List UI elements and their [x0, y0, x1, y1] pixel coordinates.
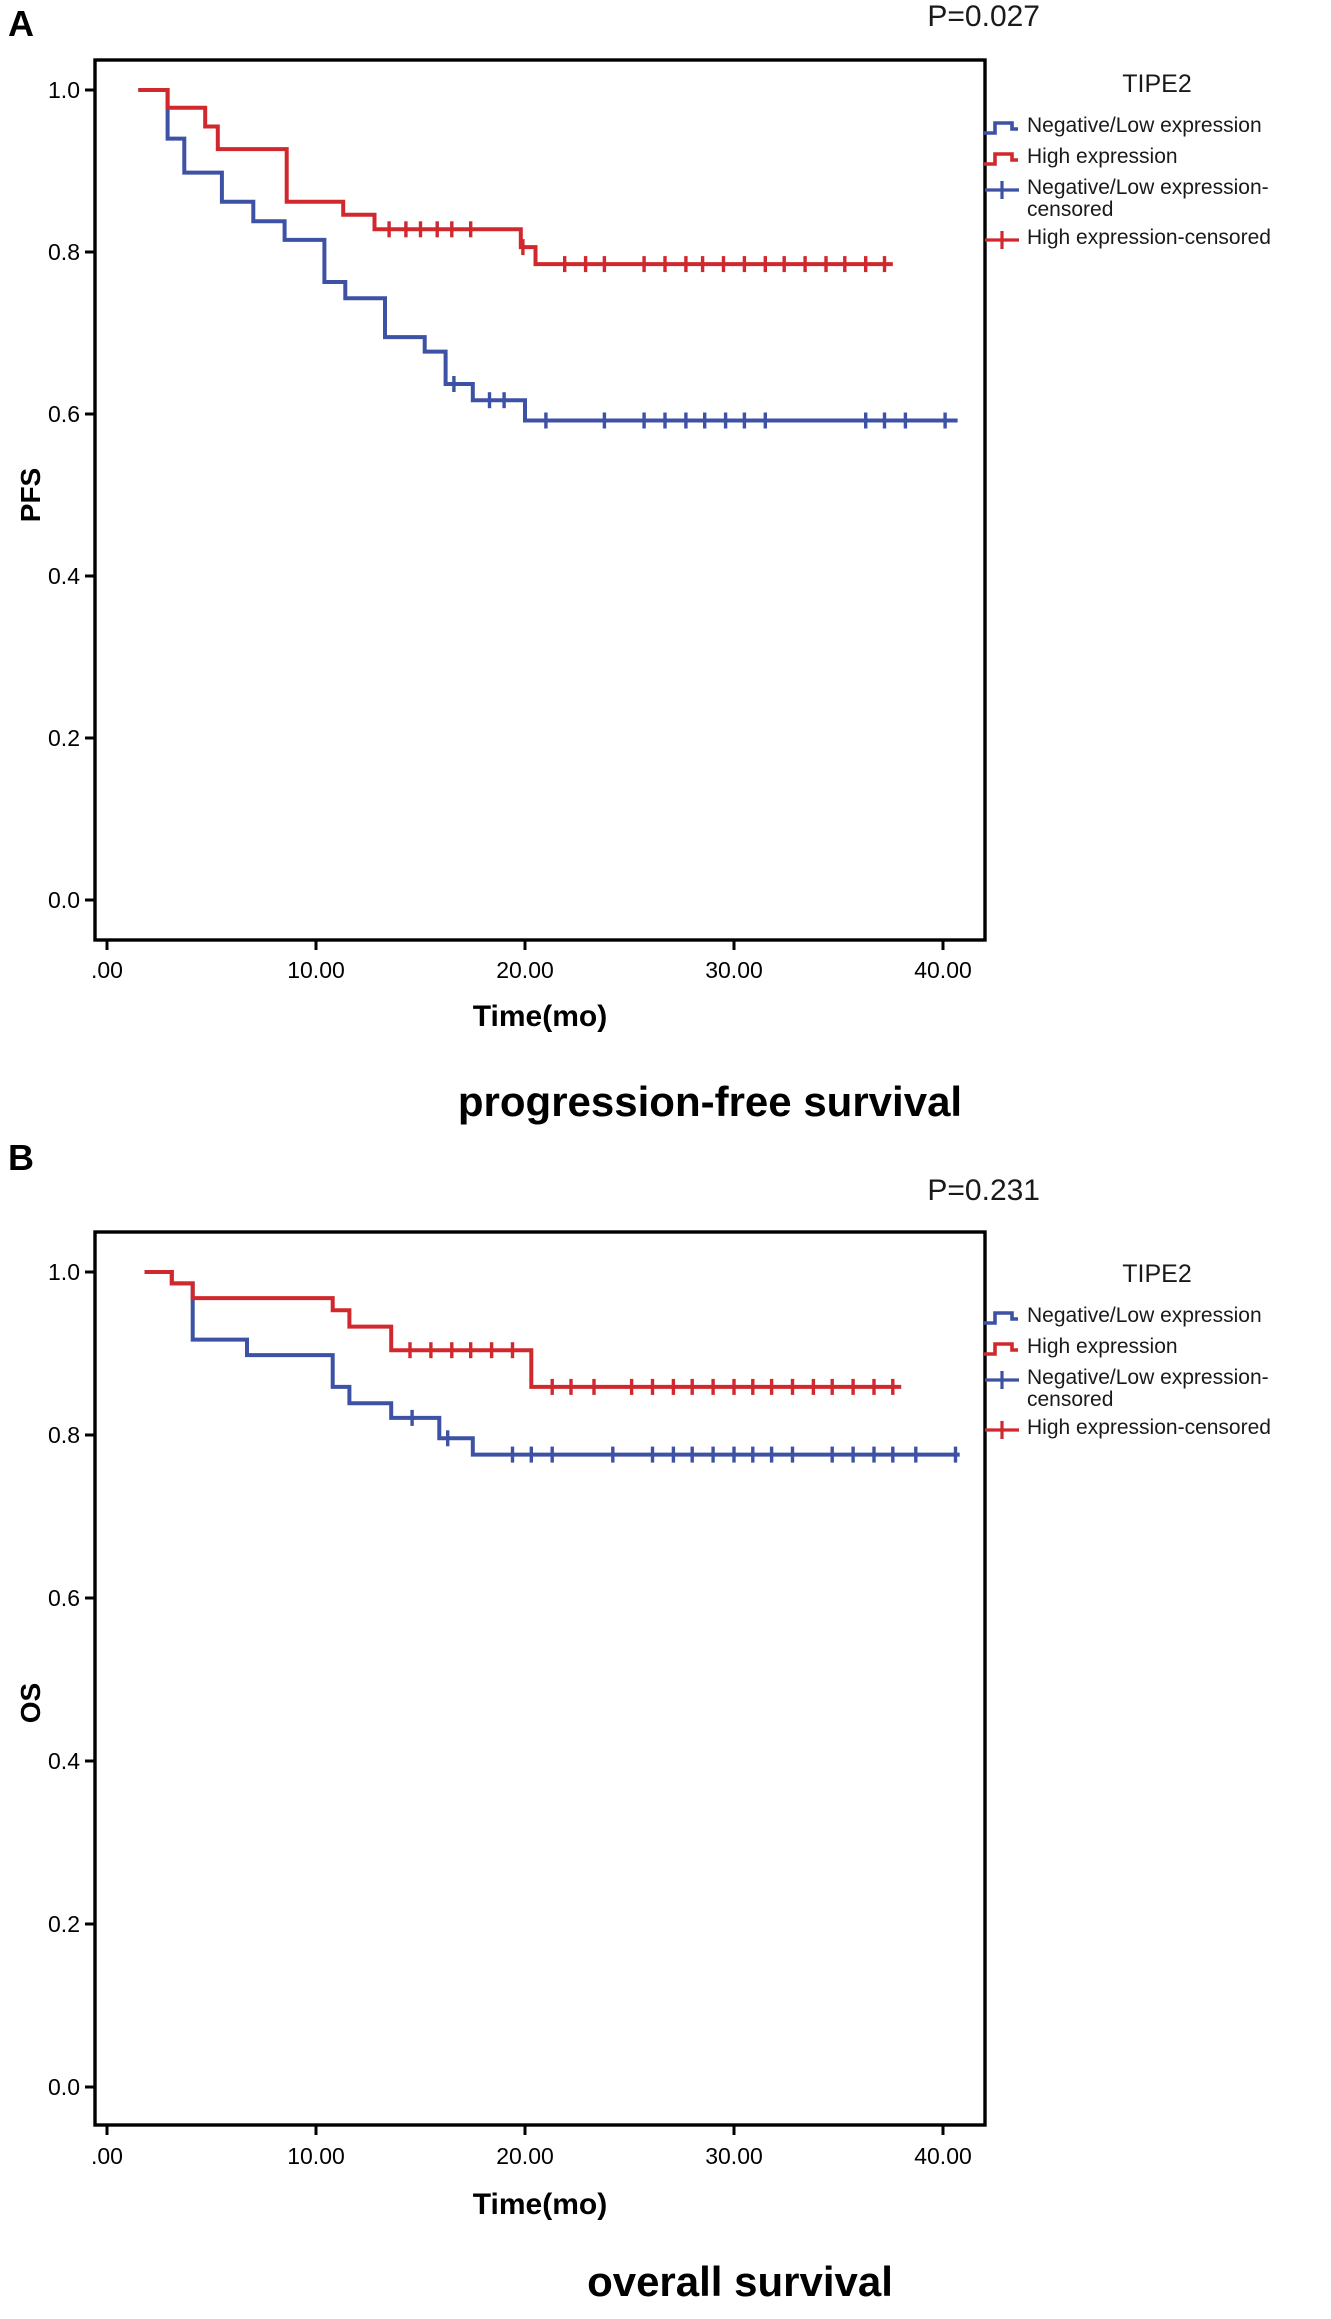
legend-item-label: High expression-censored	[1027, 1416, 1271, 1440]
y-tick-label: 0.4	[48, 1748, 80, 1774]
plot-border	[93, 58, 987, 942]
y-tick-label: 0.6	[48, 1585, 80, 1611]
censored-plus-sample-icon	[985, 181, 1019, 199]
legend-item-label: Negative/Low expression-censored	[1027, 176, 1269, 222]
legend-item-negative-low-censored: Negative/Low expression-censored	[983, 176, 1331, 222]
y-tick-label: 0.8	[48, 239, 80, 265]
os-y-axis-label: OS	[15, 1682, 46, 1724]
legend-item-negative-low: Negative/Low expression	[983, 114, 1331, 140]
x-tick-label: 10.00	[287, 2143, 345, 2169]
pfs-chart: 1.0 0.8 0.6 0.4 0.2 0.0 .00 10.00 20.00 30.00 40.0…	[48, 58, 987, 983]
x-tick-label: 20.00	[496, 2143, 554, 2169]
y-tick-label: 0.2	[48, 725, 80, 751]
y-tick-label: 0.2	[48, 1911, 80, 1937]
legend-item-negative-low-censored: Negative/Low expression-censored	[983, 1366, 1331, 1412]
legend-item-high-censored: High expression-censored	[983, 1417, 1331, 1442]
censored-plus-sample-icon	[985, 1421, 1019, 1440]
legend-item-high-censored: High expression-censored	[983, 227, 1331, 252]
y-tick-label: 1.0	[48, 77, 80, 103]
os-caption: overall survival	[587, 2258, 893, 2305]
censored-plus-sample-icon	[985, 231, 1019, 250]
y-tick-label: 0.8	[48, 1422, 80, 1448]
y-tick-label: 0.6	[48, 401, 80, 427]
legend-item-label: High expression	[1027, 145, 1178, 168]
os-p-value: P=0.231	[927, 1174, 1040, 1207]
legend-item-high: High expression	[983, 1335, 1331, 1361]
y-tick-label: 0.0	[48, 2074, 80, 2100]
legend-item-label: High expression-censored	[1027, 226, 1271, 250]
x-tick-label: 10.00	[287, 957, 345, 983]
panel-b-label: B	[8, 1137, 34, 1178]
legend-item-label: Negative/Low expression	[1027, 114, 1262, 137]
os-chart: 1.0 0.8 0.6 0.4 0.2 0.0 .00 10.00 20.00 30.00 40.0…	[48, 1230, 987, 2169]
pfs-y-axis-label: PFS	[15, 467, 46, 523]
plot-border	[93, 1230, 987, 2127]
x-tick-label: 20.00	[496, 957, 554, 983]
x-tick-label: .00	[91, 2143, 123, 2169]
step-line-sample-icon	[984, 121, 1018, 135]
x-tick-label: 40.00	[914, 2143, 972, 2169]
y-tick-label: 0.0	[48, 887, 80, 913]
y-tick-label: 1.0	[48, 1259, 80, 1285]
step-line-sample-icon	[984, 1342, 1018, 1356]
x-tick-label: 40.00	[914, 957, 972, 983]
pfs-caption: progression-free survival	[457, 1078, 963, 1125]
step-line-sample-icon	[984, 152, 1018, 166]
pfs-x-axis-label: Time(mo)	[472, 1000, 608, 1033]
legend-item-high: High expression	[983, 145, 1331, 171]
legend-item-negative-low: Negative/Low expression	[983, 1304, 1331, 1330]
pfs-p-value: P=0.027	[927, 0, 1040, 33]
x-tick-label: 30.00	[705, 2143, 763, 2169]
legend-item-label: Negative/Low expression	[1027, 1304, 1262, 1327]
step-line-sample-icon	[984, 1311, 1018, 1325]
legend-title: TIPE2	[1122, 70, 1192, 98]
censored-plus-sample-icon	[985, 1371, 1019, 1389]
km-curve-high	[144, 1270, 902, 1389]
pfs-legend: TIPE2 Negative/Low expression High expre…	[983, 58, 1331, 258]
x-tick-label: 30.00	[705, 957, 763, 983]
km-curve-negative-low	[138, 88, 958, 423]
legend-item-label: High expression	[1027, 1335, 1178, 1358]
os-x-axis-label: Time(mo)	[472, 2188, 608, 2221]
legend-item-label: Negative/Low expression-censored	[1027, 1366, 1269, 1412]
legend-title: TIPE2	[1122, 1260, 1192, 1288]
y-tick-label: 0.4	[48, 563, 80, 589]
panel-a-label: A	[8, 3, 34, 44]
x-tick-label: .00	[91, 957, 123, 983]
os-legend: TIPE2 Negative/Low expression High expre…	[983, 1248, 1331, 1448]
